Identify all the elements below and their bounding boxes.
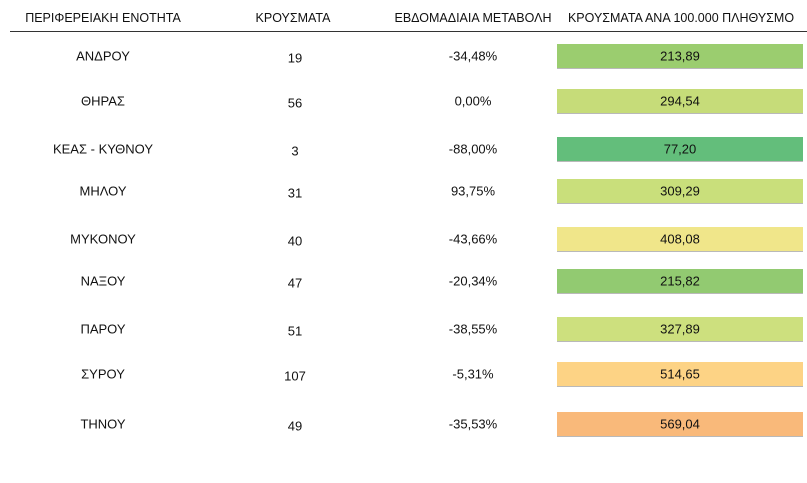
cases: 40 [287, 233, 303, 249]
rate-cell [557, 89, 803, 114]
weekly-change: -20,34% [448, 273, 498, 289]
rate-cell [557, 362, 803, 387]
rate-per-100k: 514,65 [660, 366, 700, 382]
cases: 107 [284, 368, 306, 384]
weekly-change: -88,00% [448, 141, 498, 157]
region-name: ΜΗΛΟΥ [79, 183, 127, 199]
region-name: ΠΑΡΟΥ [80, 321, 126, 337]
rate-per-100k: 77,20 [663, 141, 697, 157]
weekly-change: -35,53% [448, 416, 498, 432]
rate-cell [557, 412, 803, 437]
rate-cell [557, 269, 803, 294]
region-name: ΜΥΚΟΝΟΥ [70, 231, 136, 247]
header-rule [10, 31, 807, 32]
cases: 31 [287, 185, 303, 201]
rate-per-100k: 294,54 [660, 93, 700, 109]
rate-per-100k: 569,04 [660, 416, 700, 432]
cases: 49 [287, 418, 303, 434]
cases: 3 [291, 143, 299, 159]
rate-cell [557, 137, 803, 162]
region-name: ΑΝΔΡΟΥ [76, 48, 130, 64]
region-name: ΚΕΑΣ - ΚΥΘΝΟΥ [52, 141, 154, 157]
rate-cell [557, 227, 803, 252]
column-header: ΕΒΔΟΜΑΔΙΑΙΑ ΜΕΤΑΒΟΛΗ [394, 11, 552, 25]
region-name: ΤΗΝΟΥ [80, 416, 126, 432]
rate-cell [557, 317, 803, 342]
weekly-change: -43,66% [448, 231, 498, 247]
region-name: ΣΥΡΟΥ [81, 366, 125, 382]
cases: 51 [287, 323, 303, 339]
weekly-change: -5,31% [452, 366, 494, 382]
rate-cell [557, 179, 803, 204]
weekly-change: -38,55% [448, 321, 498, 337]
cases: 56 [287, 95, 303, 111]
rate-per-100k: 215,82 [660, 273, 700, 289]
column-header: ΚΡΟΥΣΜΑΤΑ ΑΝΑ 100.000 ΠΛΗΘΥΣΜΟ [567, 11, 795, 25]
column-header: ΠΕΡΙΦΕΡΕΙΑΚΗ ΕΝΟΤΗΤΑ [25, 11, 181, 25]
region-name: ΝΑΞΟΥ [80, 273, 126, 289]
weekly-change: 0,00% [454, 93, 492, 109]
region-name: ΘΗΡΑΣ [81, 93, 125, 109]
cases: 47 [287, 275, 303, 291]
cases: 19 [287, 50, 303, 66]
rate-per-100k: 408,08 [660, 231, 700, 247]
rate-per-100k: 213,89 [660, 48, 700, 64]
weekly-change: 93,75% [450, 183, 496, 199]
rate-per-100k: 309,29 [660, 183, 700, 199]
column-header: ΚΡΟΥΣΜΑΤΑ [255, 11, 331, 25]
weekly-change: -34,48% [448, 48, 498, 64]
rate-cell [557, 44, 803, 69]
rate-per-100k: 327,89 [660, 321, 700, 337]
